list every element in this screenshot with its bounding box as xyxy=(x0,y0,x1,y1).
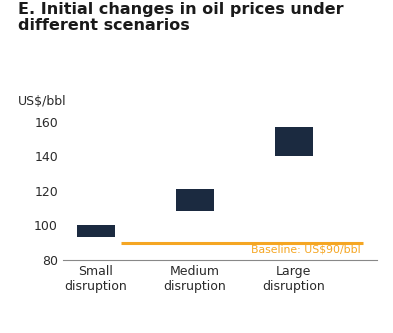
Text: US$/bbl: US$/bbl xyxy=(18,95,66,108)
Bar xyxy=(275,127,312,156)
Text: different scenarios: different scenarios xyxy=(18,18,189,33)
Bar xyxy=(176,189,214,211)
Text: E. Initial changes in oil prices under: E. Initial changes in oil prices under xyxy=(18,2,343,17)
Text: Baseline: US$90/bbl: Baseline: US$90/bbl xyxy=(252,244,361,254)
Bar xyxy=(77,225,115,237)
